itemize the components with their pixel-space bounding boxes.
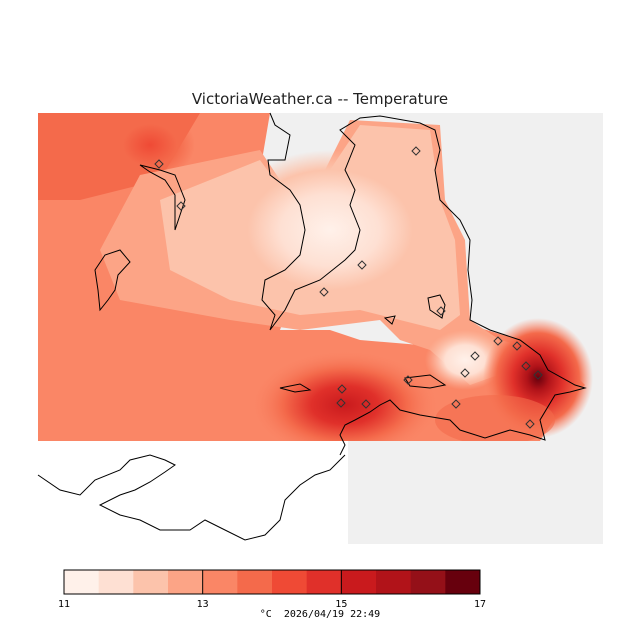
map-title: VictoriaWeather.ca -- Temperature	[191, 90, 449, 108]
station-markers	[154, 146, 543, 429]
legend-tick-label: 15	[335, 599, 347, 610]
legend-tick-label: 11	[58, 599, 70, 610]
legend-tick-label: 13	[197, 599, 209, 610]
legend-tick-label: 17	[474, 599, 486, 610]
legend-swatch	[341, 570, 377, 594]
unit-label: °C	[259, 609, 272, 620]
temperature-field	[38, 113, 603, 441]
legend-swatch	[168, 570, 204, 594]
legend-swatch	[272, 570, 308, 594]
legend-swatch	[98, 570, 134, 594]
legend-swatches	[64, 570, 481, 594]
caption: °C 2026/04/19 22:49	[0, 609, 640, 620]
legend-swatch	[410, 570, 446, 594]
legend-swatch	[202, 570, 238, 594]
timestamp: 2026/04/19 22:49	[283, 609, 381, 620]
legend-ticks: 11 13 15 17	[58, 570, 486, 610]
coastlines	[37, 112, 587, 541]
legend-swatch	[306, 570, 342, 594]
legend-swatch	[445, 570, 481, 594]
legend-swatch	[64, 570, 100, 594]
legend-swatch	[133, 570, 169, 594]
legend-swatch	[376, 570, 412, 594]
temperature-map[interactable]	[0, 0, 640, 560]
legend-swatch	[237, 570, 273, 594]
